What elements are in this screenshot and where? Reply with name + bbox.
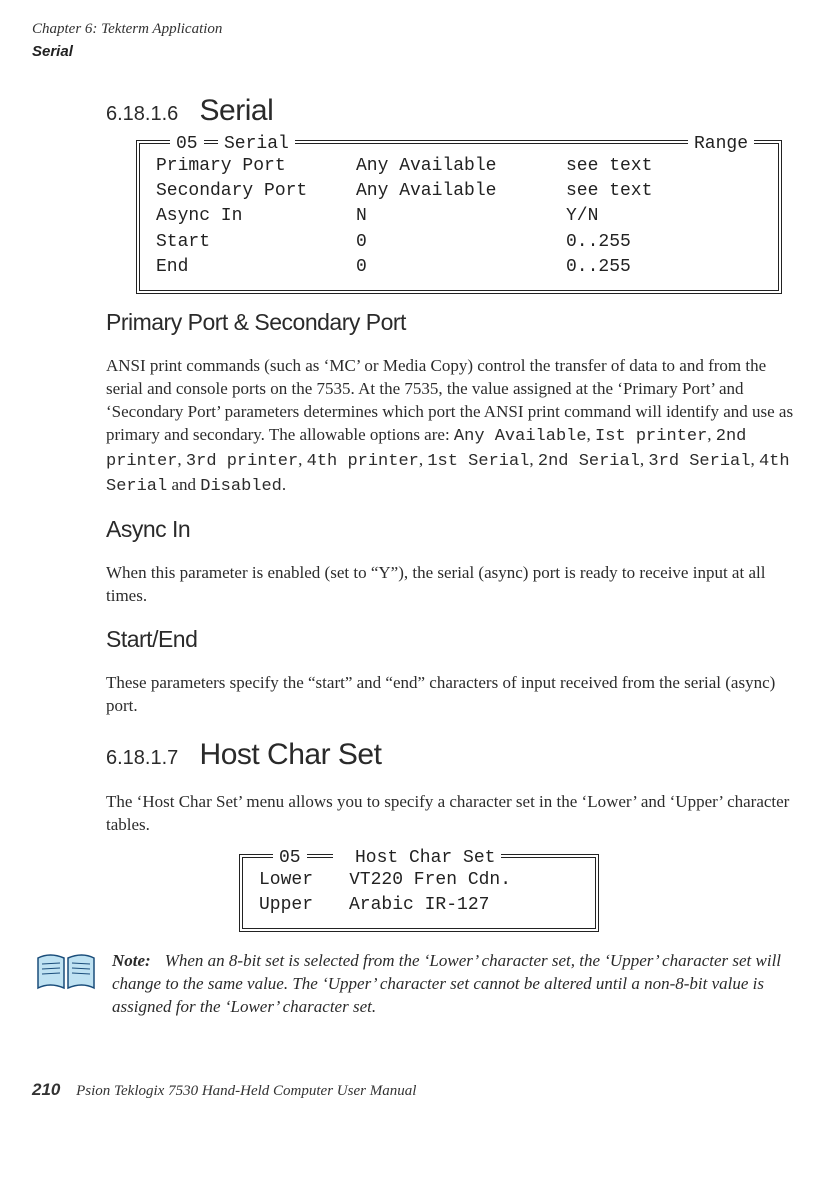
serial-row-range: 0..255 [566,255,762,280]
serial-legend-num: 05 [170,132,204,157]
manual-title: Psion Teklogix 7530 Hand-Held Computer U… [76,1083,416,1099]
serial-row-value: 0 [356,255,566,280]
serial-row: Secondary Port Any Available see text [156,179,762,204]
ps-opt: Disabled [200,477,282,496]
ps-sep: , [750,450,759,469]
section-hostcharset-title: Host Char Set [200,738,382,771]
host-row-value: VT220 Fren Cdn. [349,868,579,893]
book-icon [34,950,98,1000]
note-block: Note:When an 8-bit set is selected from … [34,950,806,1019]
serial-row: Primary Port Any Available see text [156,154,762,179]
ps-sep: , [298,450,307,469]
ps-period: . [282,475,286,494]
asyncin-heading: Async In [106,515,806,545]
serial-row-label: Secondary Port [156,179,356,204]
serial-row: Async In N Y/N [156,204,762,229]
serial-row-label: Start [156,230,356,255]
ps-opt: 3rd Serial [648,452,750,471]
ps-opt: 1st Serial [427,452,529,471]
hostcharset-para: The ‘Host Char Set’ menu allows you to s… [106,791,806,837]
ps-opt: 3rd printer [186,452,298,471]
serial-legend-range: Range [688,132,754,157]
host-row-value: Arabic IR-127 [349,893,579,918]
note-text: Note:When an 8-bit set is selected from … [112,950,806,1019]
primary-secondary-heading: Primary Port & Secondary Port [106,308,806,338]
ps-and: and [167,475,200,494]
running-chapter: Chapter 6: Tekterm Application [32,20,806,40]
serial-row-label: End [156,255,356,280]
serial-row-range: see text [566,179,762,204]
serial-row-value: 0 [356,230,566,255]
section-hostcharset-num: 6.18.1.7 [106,747,178,769]
section-hostcharset-heading: 6.18.1.7 Host Char Set [106,735,806,774]
startend-para: These parameters specify the “start” and… [106,672,806,718]
ps-sep: , [587,425,596,444]
serial-row: Start 0 0..255 [156,230,762,255]
serial-row-value: N [356,204,566,229]
serial-row-range: 0..255 [566,230,762,255]
ps-opt: 4th printer [307,452,419,471]
ps-sep: , [177,450,186,469]
running-section: Serial [32,42,806,62]
host-row: Lower VT220 Fren Cdn. [259,868,579,893]
ps-sep: , [529,450,538,469]
serial-row-range: see text [566,154,762,179]
serial-row-value: Any Available [356,179,566,204]
host-legend-num: 05 [273,846,307,871]
ps-opt: Ist printer [595,427,707,446]
serial-row: End 0 0..255 [156,255,762,280]
serial-row-label: Primary Port [156,154,356,179]
page-footer: 210 Psion Teklogix 7530 Hand-Held Comput… [32,1079,806,1102]
note-body: When an 8-bit set is selected from the ‘… [112,951,781,1016]
hostcharset-box: 05 Host Char Set Lower VT220 Fren Cdn. U… [239,854,599,932]
note-label: Note: [112,951,151,970]
serial-row-value: Any Available [356,154,566,179]
serial-row-range: Y/N [566,204,762,229]
asyncin-para: When this parameter is enabled (set to “… [106,562,806,608]
ps-sep: , [707,425,716,444]
serial-legend-title: Serial [218,132,295,157]
serial-param-box: 05 Serial Range Primary Port Any Availab… [136,140,782,294]
host-row-label: Upper [259,893,349,918]
section-serial-title: Serial [200,94,274,127]
primary-secondary-para: ANSI print commands (such as ‘MC’ or Med… [106,355,806,499]
host-row: Upper Arabic IR-127 [259,893,579,918]
page-number: 210 [32,1080,60,1099]
section-serial-heading: 6.18.1.6 Serial [106,91,806,130]
ps-opt: 2nd Serial [538,452,640,471]
serial-row-label: Async In [156,204,356,229]
section-serial-num: 6.18.1.6 [106,103,178,125]
ps-opt: Any Available [454,427,587,446]
host-legend-title: Host Char Set [349,846,501,871]
startend-heading: Start/End [106,625,806,655]
